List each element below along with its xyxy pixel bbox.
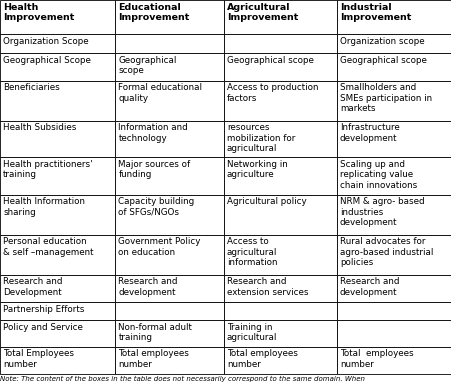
Bar: [223, 34, 336, 53]
Text: Smallholders and
SMEs participation in
markets: Smallholders and SMEs participation in m…: [339, 83, 431, 113]
Bar: [0, 157, 115, 195]
Text: Capacity building
of SFGs/NGOs: Capacity building of SFGs/NGOs: [118, 197, 194, 217]
Text: Rural advocates for
agro-based industrial
policies: Rural advocates for agro-based industria…: [339, 237, 433, 267]
Text: Geographical
scope: Geographical scope: [118, 56, 176, 75]
Text: Total employees
number: Total employees number: [118, 349, 189, 369]
Text: Total  employees
number: Total employees number: [339, 349, 413, 369]
Text: Geographical Scope: Geographical Scope: [3, 56, 91, 65]
Bar: [0, 235, 115, 275]
Text: Total employees
number: Total employees number: [226, 349, 297, 369]
Text: Formal educational
quality: Formal educational quality: [118, 83, 202, 103]
Bar: [0, 34, 115, 53]
Bar: [336, 320, 451, 347]
Bar: [0, 0, 115, 34]
Bar: [115, 195, 223, 235]
Text: Research and
development: Research and development: [118, 277, 178, 297]
Text: Non-formal adult
training: Non-formal adult training: [118, 323, 192, 342]
Bar: [115, 121, 223, 157]
Text: Agricultural policy: Agricultural policy: [226, 197, 306, 206]
Bar: [336, 195, 451, 235]
Text: Policy and Service: Policy and Service: [3, 323, 83, 332]
Text: Networking in
agriculture: Networking in agriculture: [226, 160, 287, 179]
Bar: [336, 347, 451, 374]
Bar: [115, 347, 223, 374]
Text: Industrial
Improvement: Industrial Improvement: [339, 3, 410, 22]
Bar: [223, 320, 336, 347]
Bar: [223, 302, 336, 320]
Bar: [0, 121, 115, 157]
Text: NRM & agro- based
industries
development: NRM & agro- based industries development: [339, 197, 423, 227]
Bar: [115, 0, 223, 34]
Text: Research and
development: Research and development: [339, 277, 399, 297]
Bar: [336, 34, 451, 53]
Bar: [115, 157, 223, 195]
Text: Geographical scope: Geographical scope: [339, 56, 426, 65]
Text: Health Subsidies: Health Subsidies: [3, 123, 76, 132]
Bar: [336, 80, 451, 121]
Text: Research and
extension services: Research and extension services: [226, 277, 308, 297]
Bar: [0, 80, 115, 121]
Text: Access to production
factors: Access to production factors: [226, 83, 318, 103]
Text: Agricultural
Improvement: Agricultural Improvement: [226, 3, 298, 22]
Bar: [336, 0, 451, 34]
Text: Note: The content of the boxes in the table does not necessarily correspond to t: Note: The content of the boxes in the ta…: [0, 376, 364, 382]
Bar: [115, 80, 223, 121]
Text: Research and
Development: Research and Development: [3, 277, 63, 297]
Bar: [223, 195, 336, 235]
Bar: [336, 121, 451, 157]
Bar: [0, 53, 115, 80]
Text: Major sources of
funding: Major sources of funding: [118, 160, 190, 179]
Bar: [115, 302, 223, 320]
Text: Personal education
& self –management: Personal education & self –management: [3, 237, 93, 257]
Text: Scaling up and
replicating value
chain innovations: Scaling up and replicating value chain i…: [339, 160, 416, 190]
Text: Information and
technology: Information and technology: [118, 123, 188, 143]
Text: Educational
Improvement: Educational Improvement: [118, 3, 189, 22]
Text: Partnership Efforts: Partnership Efforts: [3, 305, 84, 314]
Bar: [0, 320, 115, 347]
Text: Health Information
sharing: Health Information sharing: [3, 197, 85, 217]
Bar: [223, 275, 336, 302]
Bar: [223, 53, 336, 80]
Bar: [223, 347, 336, 374]
Bar: [0, 302, 115, 320]
Bar: [0, 275, 115, 302]
Bar: [336, 275, 451, 302]
Text: Organization Scope: Organization Scope: [3, 37, 88, 46]
Text: Organization scope: Organization scope: [339, 37, 423, 46]
Text: resources
mobilization for
agricultural: resources mobilization for agricultural: [226, 123, 295, 153]
Text: Health
Improvement: Health Improvement: [3, 3, 74, 22]
Bar: [223, 121, 336, 157]
Bar: [115, 320, 223, 347]
Bar: [336, 302, 451, 320]
Bar: [115, 235, 223, 275]
Text: Infrastructure
development: Infrastructure development: [339, 123, 399, 143]
Bar: [0, 195, 115, 235]
Bar: [115, 275, 223, 302]
Bar: [115, 34, 223, 53]
Bar: [223, 80, 336, 121]
Text: Access to
agricultural
information: Access to agricultural information: [226, 237, 277, 267]
Text: Government Policy
on education: Government Policy on education: [118, 237, 200, 257]
Text: Health practitioners'
training: Health practitioners' training: [3, 160, 92, 179]
Bar: [0, 347, 115, 374]
Bar: [336, 53, 451, 80]
Text: Training in
agricultural: Training in agricultural: [226, 323, 276, 342]
Bar: [223, 157, 336, 195]
Text: Beneficiaries: Beneficiaries: [3, 83, 60, 92]
Text: Total Employees
number: Total Employees number: [3, 349, 74, 369]
Bar: [223, 235, 336, 275]
Bar: [115, 53, 223, 80]
Bar: [336, 235, 451, 275]
Bar: [336, 157, 451, 195]
Bar: [223, 0, 336, 34]
Text: Geographical scope: Geographical scope: [226, 56, 313, 65]
